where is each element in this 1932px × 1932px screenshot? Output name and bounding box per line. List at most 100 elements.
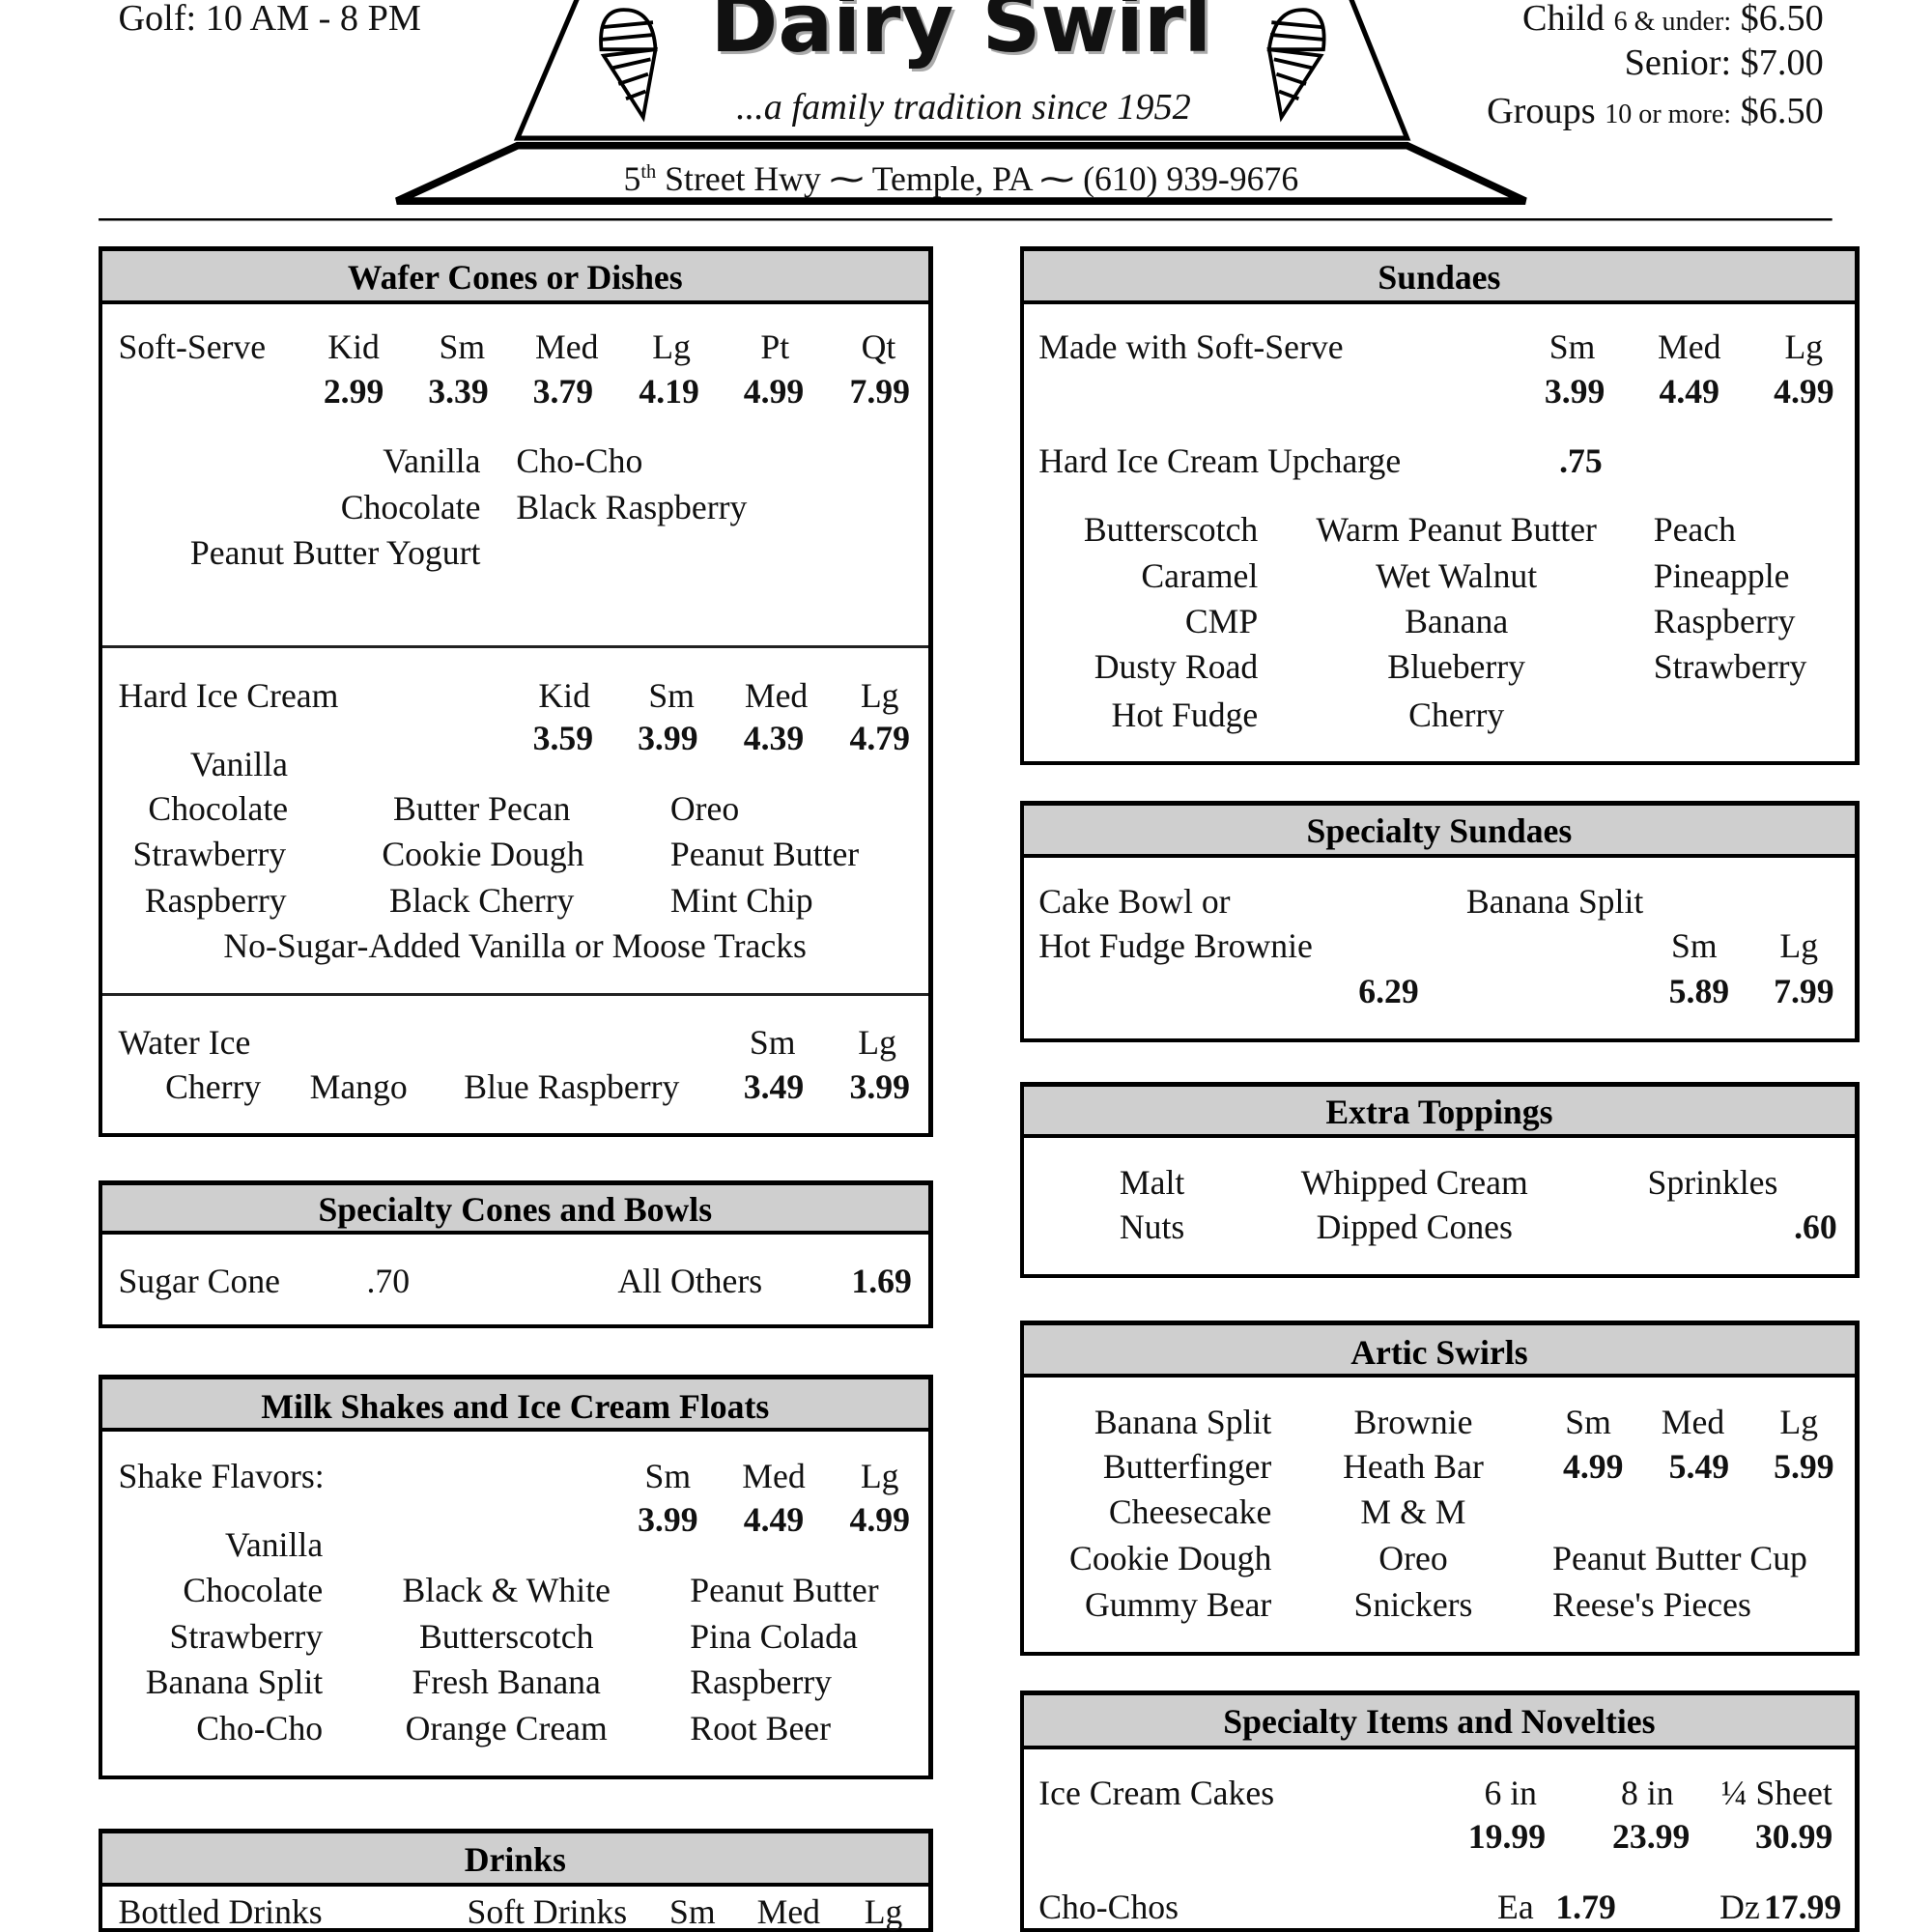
price: 4.99 [1774, 371, 1834, 411]
topping: Peach [1653, 509, 1736, 549]
flavor: Raspberry [144, 880, 287, 920]
street-suffix: th [640, 160, 657, 183]
size-label: 6 in [1484, 1774, 1538, 1813]
soft-drinks-label: Soft Drinks [467, 1891, 628, 1931]
price-senior: Senior: $7.00 [1625, 44, 1824, 81]
price: 4.99 [849, 1500, 910, 1540]
size-label: Lg [860, 1457, 899, 1496]
ice-cream-cakes-label: Ice Cream Cakes [1038, 1774, 1275, 1813]
topping: Sprinkles [1647, 1162, 1778, 1202]
price: 3.59 [532, 719, 594, 758]
price: 1.79 [1555, 1887, 1616, 1926]
size-label: Med [744, 675, 809, 715]
size-label: Lg [652, 327, 691, 366]
flavor: Snickers [1353, 1585, 1473, 1625]
price: 1.69 [851, 1261, 912, 1300]
flavor: Chocolate [183, 1570, 324, 1609]
size-label: Lg [1784, 327, 1824, 366]
price: .60 [1794, 1207, 1837, 1246]
flavor: Oreo [1378, 1538, 1448, 1577]
price: 3.99 [849, 1067, 910, 1107]
price: 3.39 [428, 371, 489, 411]
topping: Nuts [1119, 1207, 1185, 1246]
price-label: Senior: [1624, 42, 1732, 83]
all-others-label: All Others [617, 1261, 763, 1300]
flavor: Cherry [165, 1067, 262, 1107]
size-label: Sm [669, 1891, 716, 1931]
size-label: Sm [439, 327, 486, 366]
shakes-section: Milk Shakes and Ice Cream Floats [99, 1375, 933, 1779]
price: 7.99 [1774, 971, 1834, 1010]
ice-cream-cone-icon [1266, 8, 1326, 123]
section-title: Drinks [464, 1840, 566, 1880]
specialty-cones-section: Specialty Cones and Bowls [99, 1179, 933, 1328]
flavor: Chocolate [340, 487, 481, 526]
size-label: 8 in [1621, 1774, 1674, 1813]
flavor: Peanut Butter [690, 1570, 879, 1609]
price: 3.99 [1544, 371, 1605, 411]
section-title: Specialty Sundaes [1306, 810, 1573, 850]
banana-split-label: Banana Split [1465, 881, 1644, 921]
logo-name: Dairy Swirl [710, 0, 1212, 71]
price: 3.99 [638, 719, 698, 758]
size-label: Med [1661, 1403, 1725, 1442]
price: 30.99 [1754, 1816, 1833, 1856]
section-title: Extra Toppings [1325, 1092, 1553, 1131]
price: $6.50 [1740, 90, 1824, 131]
flavor: Vanilla [383, 441, 481, 481]
price: 4.39 [743, 719, 805, 758]
flavor: Reese's Pieces [1552, 1585, 1751, 1625]
topping: Malt [1119, 1162, 1185, 1202]
flavor: Butter Pecan [393, 789, 571, 829]
topping: CMP [1184, 602, 1259, 641]
flavor: Mango [309, 1067, 408, 1107]
size-label: Qt [861, 327, 896, 366]
flavor: Fresh Banana [412, 1662, 601, 1702]
flavor: Butterfinger [1102, 1447, 1272, 1487]
flavor: Peanut Butter [669, 835, 860, 874]
logo-sign [99, 0, 1833, 221]
water-ice-label: Water Ice [118, 1023, 251, 1063]
price: 6.29 [1358, 971, 1419, 1010]
street: Street Hwy [656, 158, 821, 198]
price: 4.99 [743, 371, 805, 411]
size-label: Kid [538, 675, 590, 715]
price: $7.00 [1740, 42, 1824, 83]
price-child: Child 6 & under: $6.50 [1522, 0, 1824, 41]
size-label: Lg [858, 1023, 896, 1063]
price: 17.99 [1763, 1887, 1842, 1926]
section-title: Milk Shakes and Ice Cream Floats [261, 1386, 770, 1426]
flavor: Chocolate [148, 789, 289, 829]
size-label: Sm [648, 675, 695, 715]
flavor: Cheesecake [1108, 1492, 1272, 1532]
topping: Raspberry [1653, 602, 1796, 641]
sundaes-section: Sundaes [1020, 246, 1860, 766]
sundae-label: Made with Soft-Serve [1038, 327, 1344, 366]
topping: Caramel [1141, 556, 1259, 596]
price-qualifier: 10 or more: [1605, 99, 1732, 129]
shake-flavors-label: Shake Flavors: [118, 1457, 325, 1496]
price-qualifier: 6 & under: [1613, 7, 1732, 37]
price: 3.99 [638, 1500, 698, 1540]
divider [102, 992, 928, 996]
flavor: Peanut Butter Yogurt [189, 532, 481, 572]
price: $6.50 [1740, 0, 1824, 39]
size-label: Sm [1670, 925, 1718, 965]
flavor: Cho-Cho [516, 441, 643, 481]
city: Temple, PA [871, 158, 1032, 198]
specialty-items-section: Specialty Items and Novelties [1020, 1690, 1860, 1932]
each-label: Ea [1497, 1887, 1534, 1926]
topping: Butterscotch [1083, 509, 1259, 549]
flavor: Black Raspberry [516, 487, 748, 526]
price: 5.89 [1668, 971, 1730, 1010]
size-label: Lg [1779, 1403, 1819, 1442]
section-title: Sundaes [1378, 258, 1501, 298]
price: 5.49 [1668, 1447, 1730, 1487]
size-label: Med [756, 1891, 821, 1931]
flavor: Black & White [402, 1570, 611, 1609]
flavor: Vanilla [189, 745, 289, 784]
topping: Dipped Cones [1316, 1207, 1513, 1246]
flavor: Vanilla [225, 1524, 324, 1564]
flavor: Mint Chip [669, 880, 813, 920]
specialty-sundaes-section: Specialty Sundaes [1020, 801, 1860, 1043]
